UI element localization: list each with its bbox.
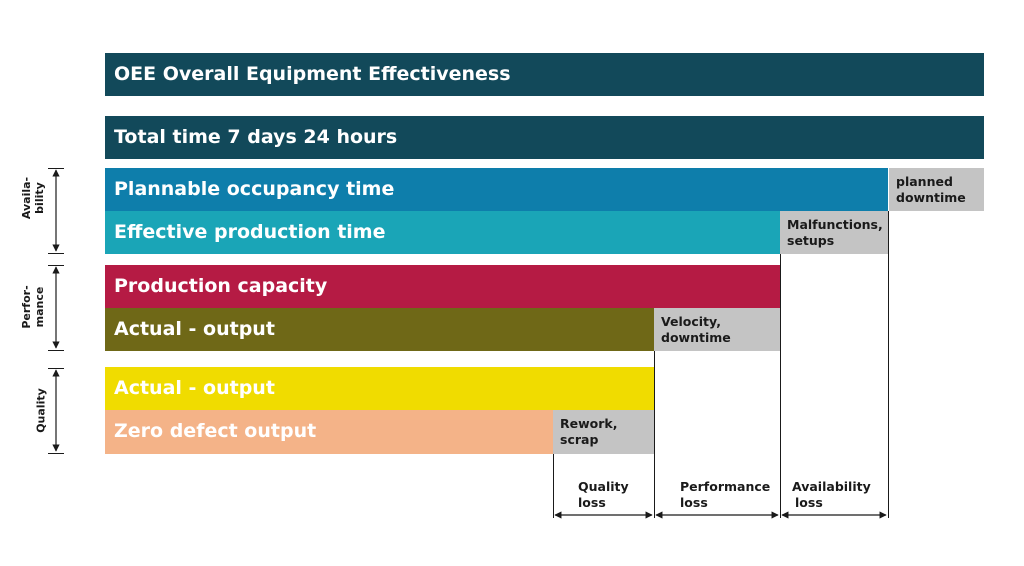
malfunctions-line1: Malfunctions,: [787, 217, 883, 232]
planned-downtime-line2: downtime: [896, 190, 966, 205]
availability-bracket-bottom: [48, 253, 64, 254]
actual-output-performance-bar: Actual - output: [105, 308, 654, 351]
oee-bar-label: OEE Overall Equipment Effectiveness: [114, 63, 511, 85]
availability-loss-label: Availability loss: [792, 479, 871, 511]
actual-output-quality-bar: Actual - output: [105, 367, 654, 410]
production-capacity-label: Production capacity: [114, 275, 328, 297]
total-time-bar: Total time 7 days 24 hours: [105, 116, 984, 159]
performance-bracket-bottom: [48, 350, 64, 351]
zero-defect-output-bar: Zero defect output: [105, 410, 553, 454]
oee-bar: OEE Overall Equipment Effectiveness: [105, 53, 984, 96]
effective-production-bar: Effective production time: [105, 211, 780, 254]
availability-loss-line1: Availability: [792, 479, 871, 494]
quality-loss-line2: loss: [578, 495, 606, 510]
velocity-downtime-box: Velocity, downtime: [654, 308, 780, 351]
performance-loss-line1: Performance: [680, 479, 771, 494]
availability-bracket-top: [48, 168, 64, 169]
availability-side-line1: Availa-: [20, 176, 33, 220]
plannable-occupancy-bar: Plannable occupancy time: [105, 168, 888, 211]
velocity-line2: downtime: [661, 330, 731, 345]
actual-output-performance-label: Actual - output: [114, 318, 275, 340]
availability-side-label: Availa- bility: [20, 158, 46, 238]
effective-production-label: Effective production time: [114, 221, 386, 243]
quality-bracket-bottom: [48, 453, 64, 454]
plannable-occupancy-label: Plannable occupancy time: [114, 178, 395, 200]
performance-loss-label: Performance loss: [680, 479, 770, 511]
malfunctions-line2: setups: [787, 233, 835, 248]
availability-side-line2: bility: [33, 182, 46, 214]
quality-loss-right-line: [654, 351, 655, 518]
zero-defect-output-label: Zero defect output: [114, 420, 317, 442]
planned-downtime-line1: planned: [896, 174, 953, 189]
rework-scrap-box: Rework, scrap: [553, 410, 654, 454]
availability-loss-line2: loss: [795, 495, 823, 510]
performance-bracket-top: [48, 265, 64, 266]
performance-side-line1: Perfor-: [20, 285, 33, 329]
quality-side-label: Quality: [35, 371, 48, 451]
performance-side-label: Perfor- mance: [20, 267, 46, 347]
performance-loss-right-line: [780, 254, 781, 518]
planned-downtime-box: planned downtime: [889, 168, 984, 211]
quality-side-line1: Quality: [34, 388, 48, 433]
performance-side-line2: mance: [33, 286, 46, 328]
quality-loss-label: Quality loss: [578, 479, 629, 511]
actual-output-quality-label: Actual - output: [114, 377, 275, 399]
quality-loss-left-line: [553, 454, 554, 518]
availability-loss-right-line: [888, 211, 889, 518]
rework-line1: Rework,: [560, 416, 618, 431]
performance-loss-line2: loss: [680, 495, 708, 510]
quality-bracket-top: [48, 368, 64, 369]
malfunctions-setups-box: Malfunctions, setups: [780, 211, 888, 254]
total-time-bar-label: Total time 7 days 24 hours: [114, 126, 398, 148]
production-capacity-bar: Production capacity: [105, 265, 780, 308]
velocity-line1: Velocity,: [661, 314, 721, 329]
rework-line2: scrap: [560, 432, 599, 447]
quality-loss-line1: Quality: [578, 479, 629, 494]
